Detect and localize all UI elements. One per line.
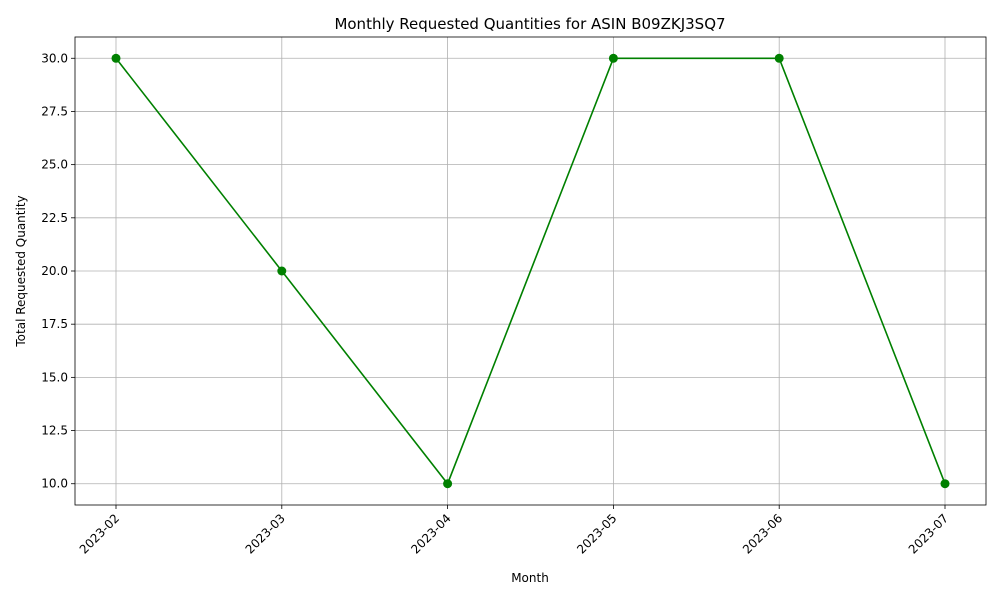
- series-layer: [111, 53, 950, 489]
- x-axis-ticks: 2023-02 2023-03 2023-04 2023-05 2023-06 2023-…: [77, 505, 951, 557]
- data-point: [443, 479, 453, 489]
- chart-title: Monthly Requested Quantities for ASIN B0…: [334, 15, 725, 33]
- x-tick-label: 2023-06: [740, 511, 785, 556]
- y-tick-label: 22.5: [41, 211, 68, 225]
- y-tick-label: 17.5: [41, 317, 68, 331]
- x-tick-label: 2023-04: [408, 511, 453, 556]
- y-tick-label: 12.5: [41, 424, 68, 438]
- x-tick-label: 2023-02: [77, 511, 122, 556]
- x-axis-label: Month: [511, 571, 549, 585]
- x-tick-label: 2023-03: [243, 511, 288, 556]
- y-tick-label: 20.0: [41, 264, 68, 278]
- data-point: [277, 266, 287, 276]
- data-point: [608, 53, 618, 63]
- y-axis-label: Total Requested Quantity: [14, 195, 28, 347]
- x-tick-label: 2023-07: [906, 511, 951, 556]
- series-line: [115, 57, 946, 486]
- y-tick-label: 25.0: [41, 158, 68, 172]
- y-tick-label: 30.0: [41, 51, 68, 65]
- y-tick-label: 15.0: [41, 370, 68, 384]
- data-point: [774, 53, 784, 63]
- y-axis-ticks: 10.0 12.5 15.0 17.5 20.0 22.5 25.0 27.5 30.0: [41, 51, 75, 491]
- data-point: [111, 53, 121, 63]
- data-point: [940, 479, 950, 489]
- y-tick-label: 27.5: [41, 104, 68, 118]
- x-tick-label: 2023-05: [574, 511, 619, 556]
- y-tick-label: 10.0: [41, 477, 68, 491]
